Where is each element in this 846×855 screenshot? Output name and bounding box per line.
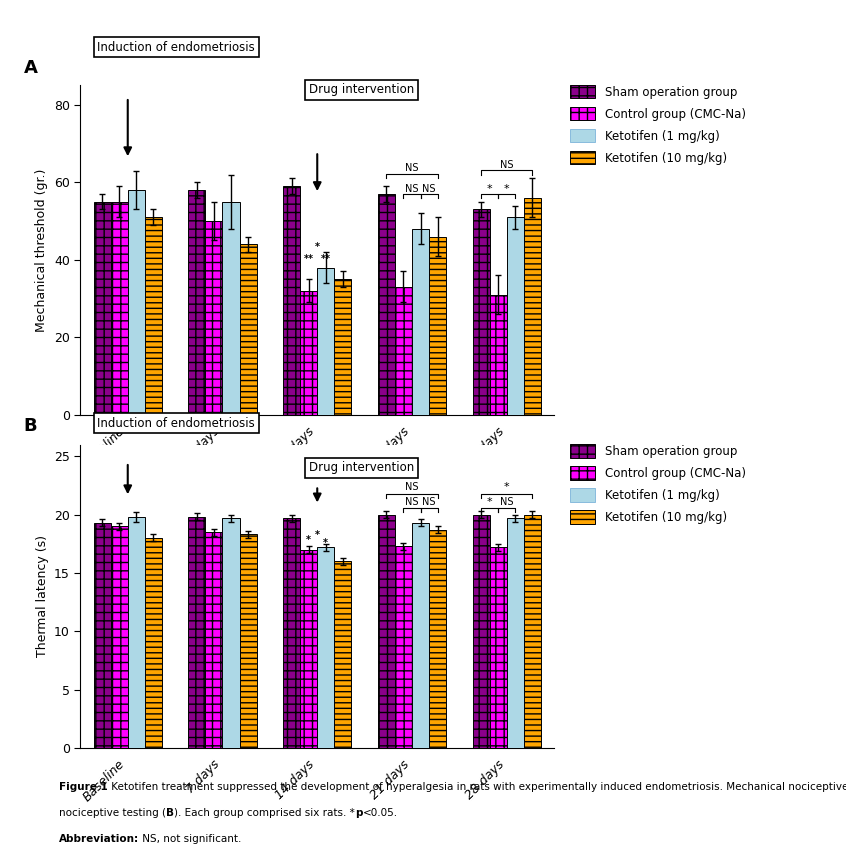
Text: *: * bbox=[504, 482, 509, 492]
Bar bbox=[206, 532, 222, 748]
Bar bbox=[111, 202, 128, 415]
Bar bbox=[206, 221, 222, 415]
Text: p: p bbox=[355, 808, 362, 818]
Bar bbox=[412, 229, 429, 415]
Bar bbox=[239, 245, 256, 415]
Bar bbox=[524, 198, 541, 415]
Text: *: * bbox=[487, 497, 492, 507]
Text: Drug intervention: Drug intervention bbox=[309, 461, 414, 475]
Bar bbox=[145, 217, 162, 415]
Bar bbox=[378, 194, 395, 415]
Text: NS: NS bbox=[405, 497, 419, 507]
Bar bbox=[222, 518, 239, 748]
Bar bbox=[473, 515, 490, 748]
Text: NS: NS bbox=[405, 482, 419, 492]
Text: NS: NS bbox=[422, 497, 436, 507]
Text: Drug intervention: Drug intervention bbox=[309, 83, 414, 97]
Bar bbox=[395, 287, 412, 415]
Bar bbox=[395, 546, 412, 748]
Bar bbox=[507, 217, 524, 415]
Bar bbox=[317, 268, 334, 415]
Text: Induction of endometriosis: Induction of endometriosis bbox=[97, 416, 255, 430]
Bar bbox=[145, 538, 162, 748]
Legend: Sham operation group, Control group (CMC-Na), Ketotifen (1 mg/kg), Ketotifen (10: Sham operation group, Control group (CMC… bbox=[569, 445, 746, 524]
Text: B: B bbox=[166, 808, 174, 818]
Bar bbox=[507, 518, 524, 748]
Text: *: * bbox=[315, 530, 320, 540]
Bar bbox=[334, 562, 351, 748]
Text: Ketotifen treatment suppressed the development of hyperalgesia in rats with expe: Ketotifen treatment suppressed the devel… bbox=[108, 782, 846, 793]
Text: NS, not significant.: NS, not significant. bbox=[140, 834, 242, 844]
Bar bbox=[412, 522, 429, 748]
Y-axis label: Thermal latency (s): Thermal latency (s) bbox=[36, 535, 48, 657]
Bar bbox=[524, 515, 541, 748]
Text: Induction of endometriosis: Induction of endometriosis bbox=[97, 40, 255, 54]
Bar bbox=[283, 518, 300, 748]
Bar bbox=[300, 550, 317, 748]
Bar bbox=[317, 547, 334, 748]
Text: <0.05.: <0.05. bbox=[362, 808, 398, 818]
Bar bbox=[128, 517, 145, 748]
Text: ). Each group comprised six rats. *: ). Each group comprised six rats. * bbox=[174, 808, 355, 818]
Bar bbox=[490, 295, 507, 415]
Text: NS: NS bbox=[500, 160, 514, 169]
Bar bbox=[94, 202, 111, 415]
Bar bbox=[222, 202, 239, 415]
Y-axis label: Mechanical threshold (gr.): Mechanical threshold (gr.) bbox=[36, 168, 48, 332]
Bar bbox=[429, 530, 446, 748]
Text: **: ** bbox=[304, 254, 314, 263]
Bar bbox=[128, 190, 145, 415]
Bar bbox=[239, 534, 256, 748]
Bar bbox=[378, 515, 395, 748]
Text: *: * bbox=[306, 535, 311, 545]
Legend: Sham operation group, Control group (CMC-Na), Ketotifen (1 mg/kg), Ketotifen (10: Sham operation group, Control group (CMC… bbox=[569, 85, 746, 164]
Text: nociceptive testing (: nociceptive testing ( bbox=[59, 808, 166, 818]
Bar bbox=[429, 237, 446, 415]
Text: *: * bbox=[487, 184, 492, 193]
Text: B: B bbox=[24, 417, 37, 435]
Bar bbox=[490, 547, 507, 748]
Bar bbox=[473, 209, 490, 415]
Text: NS: NS bbox=[500, 497, 514, 507]
Text: **: ** bbox=[321, 254, 331, 263]
Bar bbox=[334, 279, 351, 415]
Text: Figure 1: Figure 1 bbox=[59, 782, 108, 793]
Bar bbox=[94, 522, 111, 748]
Text: NS: NS bbox=[405, 184, 419, 193]
Text: *: * bbox=[315, 242, 320, 252]
Text: A: A bbox=[24, 59, 37, 77]
Bar bbox=[300, 291, 317, 415]
Bar bbox=[189, 517, 206, 748]
Text: *: * bbox=[323, 539, 328, 549]
Bar bbox=[283, 186, 300, 415]
Text: *: * bbox=[504, 184, 509, 193]
Text: Abbreviation:: Abbreviation: bbox=[59, 834, 140, 844]
Text: NS: NS bbox=[405, 163, 419, 174]
Bar bbox=[111, 527, 128, 748]
Bar bbox=[189, 190, 206, 415]
Text: NS: NS bbox=[422, 184, 436, 193]
